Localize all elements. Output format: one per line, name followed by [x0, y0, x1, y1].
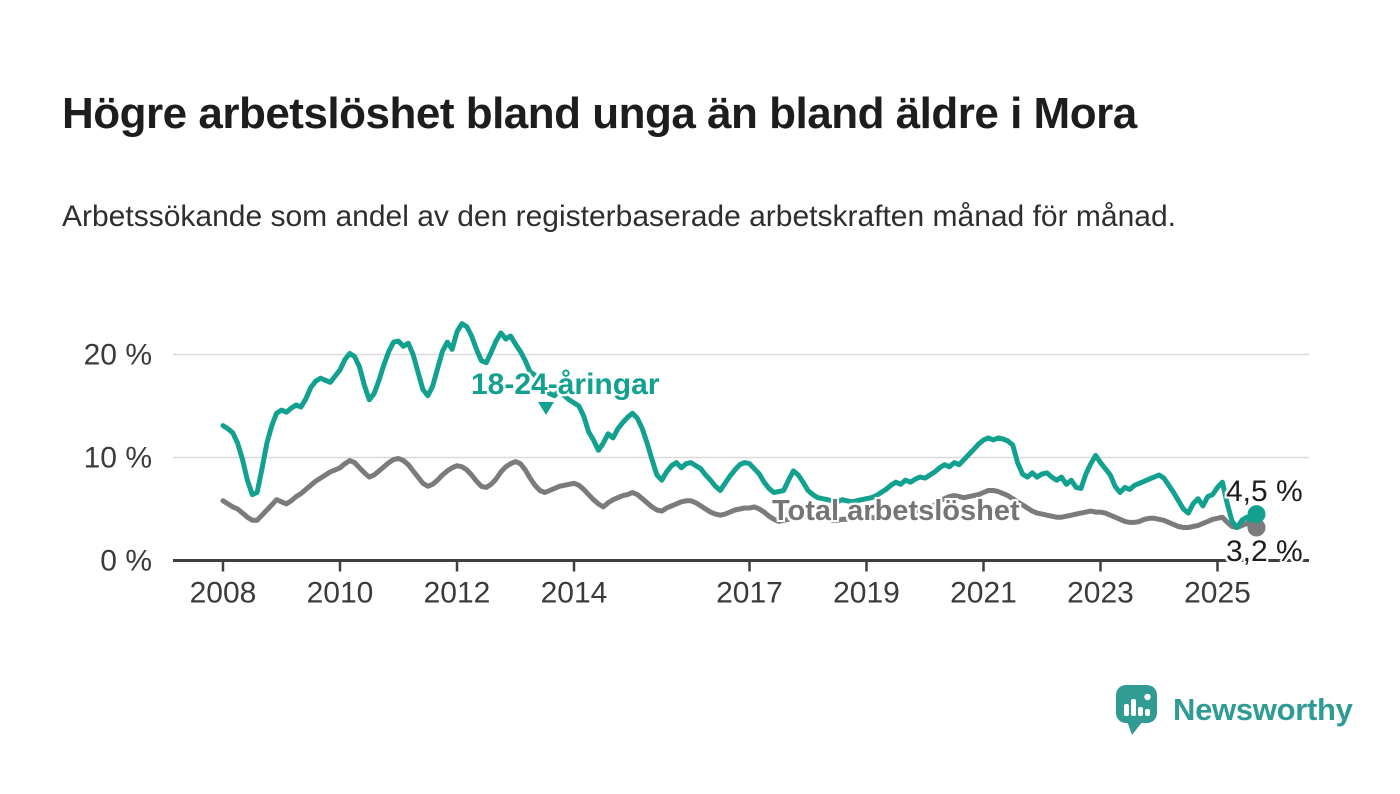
x-tick-label: 2023	[1067, 577, 1134, 610]
y-tick-label: 10 %	[84, 442, 152, 475]
series-label-total: Total arbetslöshet	[772, 495, 1020, 527]
y-tick-label: 0 %	[100, 545, 152, 578]
series-line	[220, 456, 1259, 530]
brand-wordmark: Newsworthy	[1173, 692, 1353, 727]
page-title: Högre arbetslöshet bland unga än bland ä…	[62, 89, 1137, 139]
x-tick-label: 2019	[833, 577, 900, 610]
series-label-young: 18-24-åringar	[471, 368, 660, 401]
end-value-total: 3,2 %	[1226, 535, 1303, 568]
series-end-dot	[1247, 518, 1266, 537]
newsworthy-logo: Newsworthy	[1115, 684, 1353, 736]
y-tick-label: 20 %	[84, 339, 152, 372]
end-value-young: 4,5 %	[1226, 475, 1303, 508]
newsworthy-logo-icon	[1116, 685, 1157, 735]
x-tick-label: 2017	[716, 577, 783, 610]
series-end-dot	[1247, 505, 1266, 524]
x-tick-label: 2010	[307, 577, 374, 610]
x-tick-label: 2021	[950, 577, 1017, 610]
x-tick-label: 2025	[1184, 577, 1251, 610]
series-pointer-down-icon	[538, 402, 554, 415]
chart-subtitle: Arbetssökande som andel av den registerb…	[62, 200, 1176, 233]
series-line	[220, 321, 1259, 530]
x-tick-label: 2008	[190, 577, 257, 610]
x-tick-label: 2014	[541, 577, 608, 610]
x-tick-label: 2012	[424, 577, 491, 610]
